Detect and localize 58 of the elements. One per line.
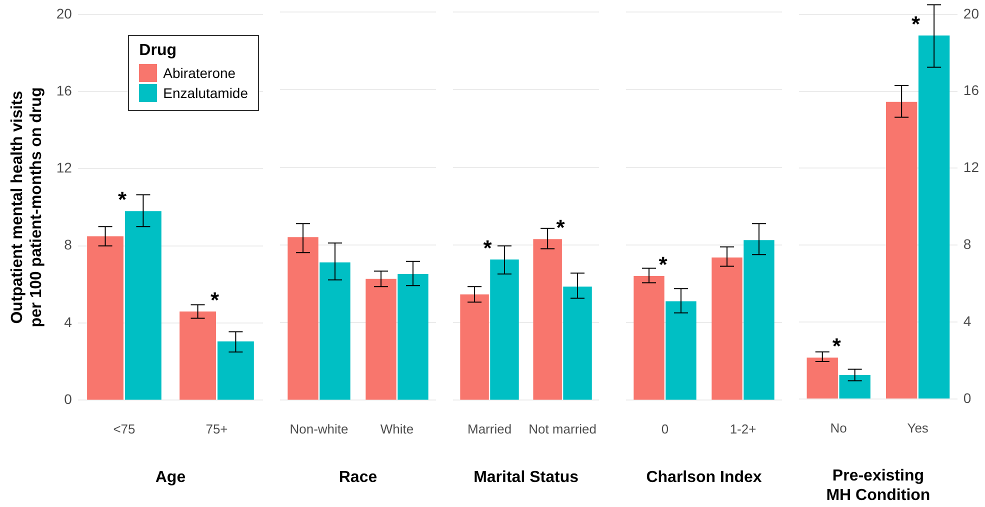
annotation: * bbox=[210, 288, 220, 313]
x-tick-label: No bbox=[830, 420, 847, 436]
bar bbox=[918, 36, 950, 398]
annotation: * bbox=[658, 252, 668, 278]
x-axis-title: Age bbox=[155, 468, 186, 486]
annotation: * bbox=[118, 187, 127, 212]
bar bbox=[806, 358, 838, 398]
y-tick-label: 4 bbox=[64, 314, 72, 330]
bar bbox=[180, 311, 216, 400]
bar bbox=[320, 262, 350, 400]
x-tick-label: White bbox=[380, 422, 414, 437]
bar bbox=[839, 374, 870, 398]
y2-tick-label: 4 bbox=[963, 312, 972, 329]
bar bbox=[366, 278, 396, 400]
annotation: * bbox=[483, 236, 492, 261]
x-tick-label: Married bbox=[467, 422, 512, 437]
x-axis-title: Charlson Index bbox=[646, 468, 762, 486]
bar bbox=[634, 276, 664, 400]
bar bbox=[712, 258, 742, 400]
bar bbox=[460, 294, 489, 400]
bar bbox=[87, 236, 124, 400]
bar bbox=[563, 286, 592, 400]
bar bbox=[666, 301, 696, 400]
x-tick-label: Non-white bbox=[290, 422, 348, 437]
annotation: * bbox=[556, 215, 566, 240]
x-axis-title: Marital Status bbox=[474, 468, 579, 486]
y2-tick-label: 20 bbox=[963, 5, 980, 22]
y2-tick-label: 0 bbox=[963, 390, 972, 406]
bar bbox=[490, 259, 519, 400]
bar bbox=[218, 341, 254, 400]
x-tick-label: 1-2+ bbox=[730, 422, 756, 437]
bar bbox=[398, 274, 428, 400]
x-tick-label: Yes bbox=[907, 420, 929, 436]
x-tick-label: 75+ bbox=[206, 422, 228, 437]
y-tick-label: 20 bbox=[56, 5, 72, 22]
legend-label: Abiraterone bbox=[163, 65, 236, 81]
y-axis-title: Outpatient mental health visits per 100 patient-months on drug bbox=[9, 87, 46, 328]
legend-title: Drug bbox=[139, 42, 178, 60]
annotation: * bbox=[912, 12, 921, 37]
x-axis-title: Race bbox=[338, 468, 378, 486]
x-axis-title: Pre-existing MH Condition bbox=[826, 468, 930, 504]
bar bbox=[533, 239, 562, 400]
y-tick-label: 0 bbox=[64, 391, 72, 408]
bar bbox=[288, 237, 318, 400]
bar bbox=[886, 102, 918, 398]
bar bbox=[124, 211, 162, 400]
y2-tick-label: 12 bbox=[963, 159, 980, 176]
annotation: * bbox=[832, 334, 842, 359]
y-tick-label: 16 bbox=[56, 82, 72, 98]
legend-label: Enzalutamide bbox=[163, 85, 248, 101]
y-tick-label: 8 bbox=[64, 236, 72, 253]
y2-tick-label: 16 bbox=[963, 82, 980, 98]
y2-tick-label: 8 bbox=[963, 236, 972, 252]
x-tick-label: 0 bbox=[661, 422, 669, 437]
bar bbox=[744, 240, 774, 400]
x-tick-label: <75 bbox=[113, 422, 136, 437]
x-tick-label: Not married bbox=[528, 422, 597, 437]
y-tick-label: 12 bbox=[56, 160, 72, 176]
